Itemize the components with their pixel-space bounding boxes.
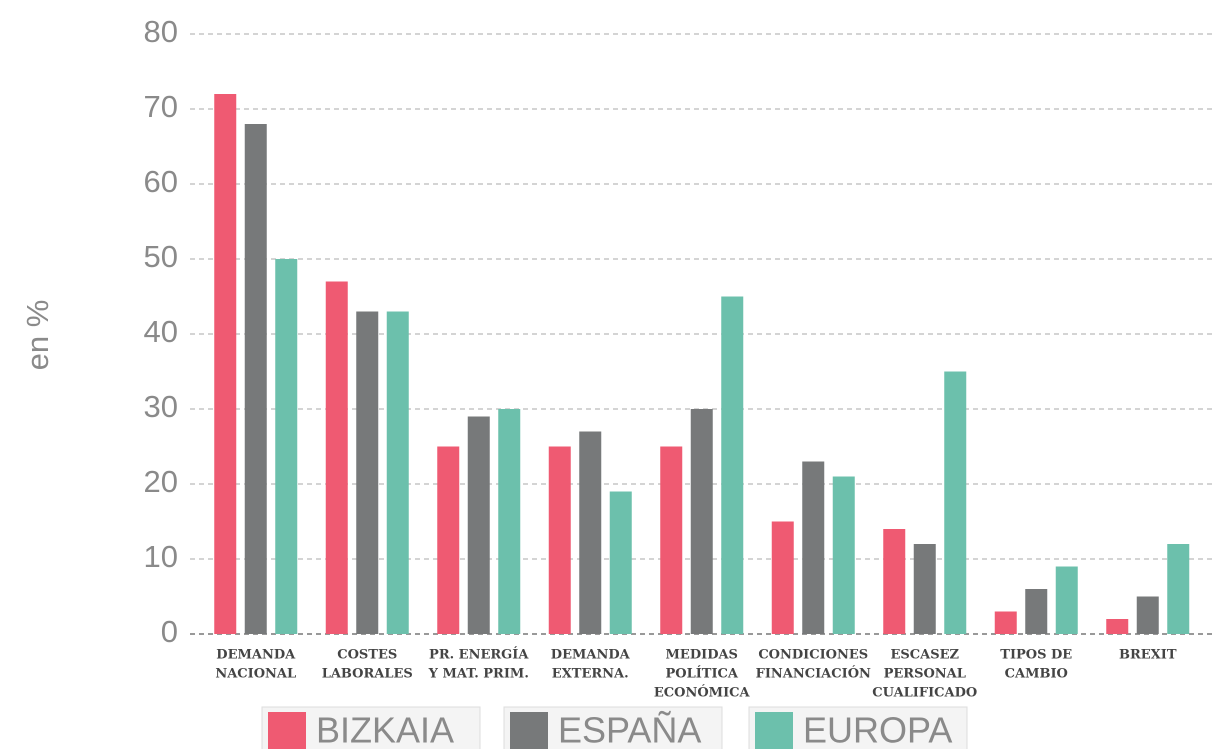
x-tick-label: Y MAT. PRIM. — [428, 667, 529, 682]
y-tick-label: 50 — [144, 239, 178, 274]
y-tick-label: 80 — [144, 14, 178, 49]
bar — [944, 371, 967, 634]
bar — [1025, 589, 1048, 634]
bar — [275, 259, 298, 634]
x-tick-label: TIPOS DE — [1000, 648, 1072, 663]
x-tick-label: ECONÓMICA — [654, 684, 751, 701]
bar — [771, 521, 794, 634]
x-tick-label: ESCASEZ — [890, 648, 959, 663]
legend-label: EUROPA — [803, 710, 952, 749]
bar — [690, 409, 713, 634]
legend-swatch — [510, 712, 548, 749]
bar — [913, 544, 936, 634]
x-tick-label: FINANCIACIÓN — [756, 665, 871, 682]
bar — [579, 431, 602, 634]
bar — [467, 416, 490, 634]
x-tick-label: LABORALES — [322, 667, 413, 682]
bar — [244, 124, 267, 634]
bar — [325, 281, 348, 634]
bar — [386, 311, 409, 634]
bar — [660, 446, 683, 634]
y-tick-label: 30 — [144, 389, 178, 424]
bar — [437, 446, 460, 634]
legend-label: ESPAÑA — [558, 710, 701, 749]
y-tick-label: 60 — [144, 164, 178, 199]
bar — [548, 446, 571, 634]
bar — [883, 529, 906, 634]
x-tick-label: CAMBIO — [1005, 667, 1068, 682]
x-tick-label: NACIONAL — [215, 667, 296, 682]
x-tick-label: CONDICIONES — [758, 648, 868, 663]
y-tick-label: 40 — [144, 314, 178, 349]
bar — [1055, 566, 1078, 634]
x-tick-label: POLÍTICA — [665, 666, 738, 682]
y-tick-label: 0 — [161, 614, 178, 649]
y-tick-label: 70 — [144, 89, 178, 124]
bar — [1167, 544, 1190, 634]
x-tick-label: MEDIDAS — [666, 648, 738, 663]
y-tick-label: 10 — [144, 539, 178, 574]
bar — [802, 461, 825, 634]
legend-swatch — [755, 712, 793, 749]
x-tick-label: DEMANDA — [216, 648, 296, 663]
x-tick-label: EXTERNA. — [552, 667, 629, 682]
x-tick-label: BREXIT — [1119, 648, 1177, 663]
x-tick-label: COSTES — [337, 648, 397, 663]
bar — [214, 94, 237, 634]
bar — [994, 611, 1017, 634]
bar — [1136, 596, 1159, 634]
y-axis-label: en % — [20, 300, 55, 371]
bar — [721, 296, 744, 634]
legend-label: BIZKAIA — [316, 710, 454, 749]
y-tick-label: 20 — [144, 464, 178, 499]
x-tick-label: PR. ENERGÍA — [429, 647, 529, 663]
bar — [832, 476, 855, 634]
bar — [498, 409, 521, 634]
x-tick-label: PERSONAL — [884, 667, 966, 682]
bar — [609, 491, 632, 634]
legend-swatch — [268, 712, 306, 749]
bar — [356, 311, 379, 634]
x-tick-label: DEMANDA — [551, 648, 631, 663]
x-tick-label: CUALIFICADO — [872, 686, 977, 701]
bar — [1106, 619, 1129, 634]
